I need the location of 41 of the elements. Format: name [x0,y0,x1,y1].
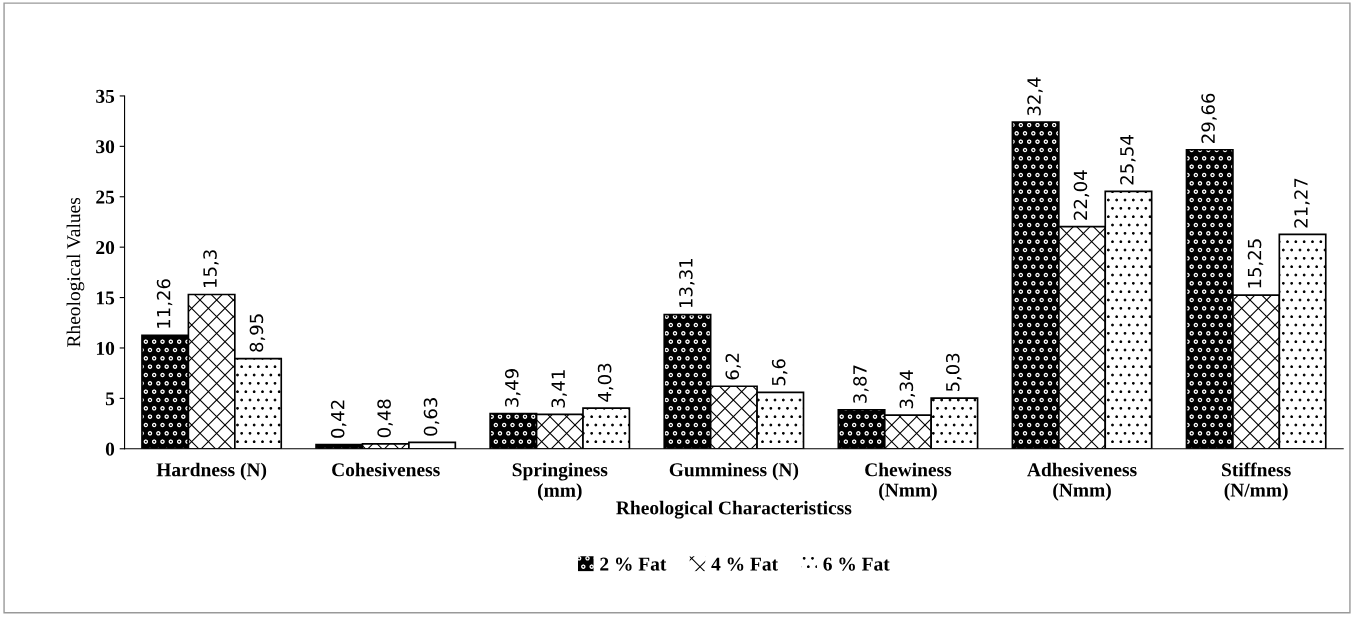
data-label: 3,49 [504,369,521,407]
data-label: 0,63 [423,398,440,436]
y-tick-label: 25 [96,190,115,204]
data-label: 4,03 [597,363,614,402]
x-tick-label: Chewiness (Nmm) [865,462,952,501]
y-tick-label: 5 [105,392,115,406]
data-label: 21,27 [1294,178,1310,228]
data-label: 15,25 [1247,239,1264,288]
data-label: 13,31 [679,259,695,308]
legend-label: 2 % Fat [600,557,667,571]
y-tick-label: 10 [96,341,115,355]
data-label: 3,87 [853,365,869,403]
data-label: 29,66 [1201,93,1217,143]
data-label: 11,26 [156,279,173,328]
x-tick-label: Adhesiveness (Nmm) [1027,462,1137,501]
x-tick-label: Springiness (mm) [512,462,608,501]
data-label: 0,42 [330,400,347,438]
data-label: 5,03 [945,353,962,392]
x-axis-title: Rheological Characteristicss [616,500,852,519]
data-label: 8,95 [249,314,266,352]
data-label: 3,41 [551,370,567,408]
legend-label: 6 % Fat [823,557,890,571]
data-label: 6,2 [725,353,741,380]
data-label: 5,6 [771,359,788,386]
data-label: 15,3 [203,250,219,287]
x-tick-label: Hardness (N) [156,462,267,481]
x-tick-label: Stiffness (N/mm) [1222,462,1291,501]
data-label: 22,04 [1073,170,1090,220]
y-tick-label: 15 [96,291,115,305]
data-label: 0,48 [377,399,393,438]
y-tick-label: 30 [96,140,115,154]
data-label: 25,54 [1120,135,1136,185]
legend-label: 4 % Fat [711,557,778,571]
y-tick-label: 20 [96,240,115,255]
y-axis-title: Rheological Values [66,197,85,347]
x-tick-label: Cohesiveness [332,462,440,477]
data-label: 3,34 [899,370,916,409]
y-tick-label: 35 [96,89,115,103]
x-tick-label: Gumminess (N) [669,462,799,481]
data-label: 32,4 [1027,77,1043,116]
y-tick-label: 0 [105,442,115,456]
